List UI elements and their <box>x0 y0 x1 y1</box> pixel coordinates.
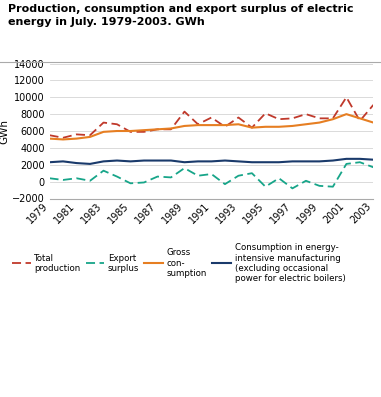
Legend: Total
production, Export
surplus, Gross
con-
sumption, Consumption in energy-
in: Total production, Export surplus, Gross … <box>12 243 346 283</box>
Y-axis label: GWh: GWh <box>0 119 9 143</box>
Text: Production, consumption and export surplus of electric
energy in July. 1979-2003: Production, consumption and export surpl… <box>8 4 353 27</box>
